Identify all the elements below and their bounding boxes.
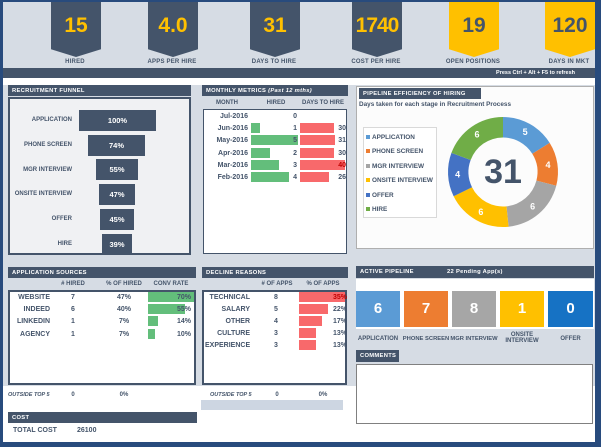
svg-text:4: 4	[455, 169, 460, 179]
svg-text:31: 31	[484, 153, 522, 191]
svg-text:5: 5	[523, 127, 528, 137]
svg-text:6: 6	[474, 130, 479, 140]
svg-text:6: 6	[530, 202, 535, 212]
svg-text:6: 6	[478, 207, 483, 217]
svg-text:4: 4	[545, 160, 550, 170]
